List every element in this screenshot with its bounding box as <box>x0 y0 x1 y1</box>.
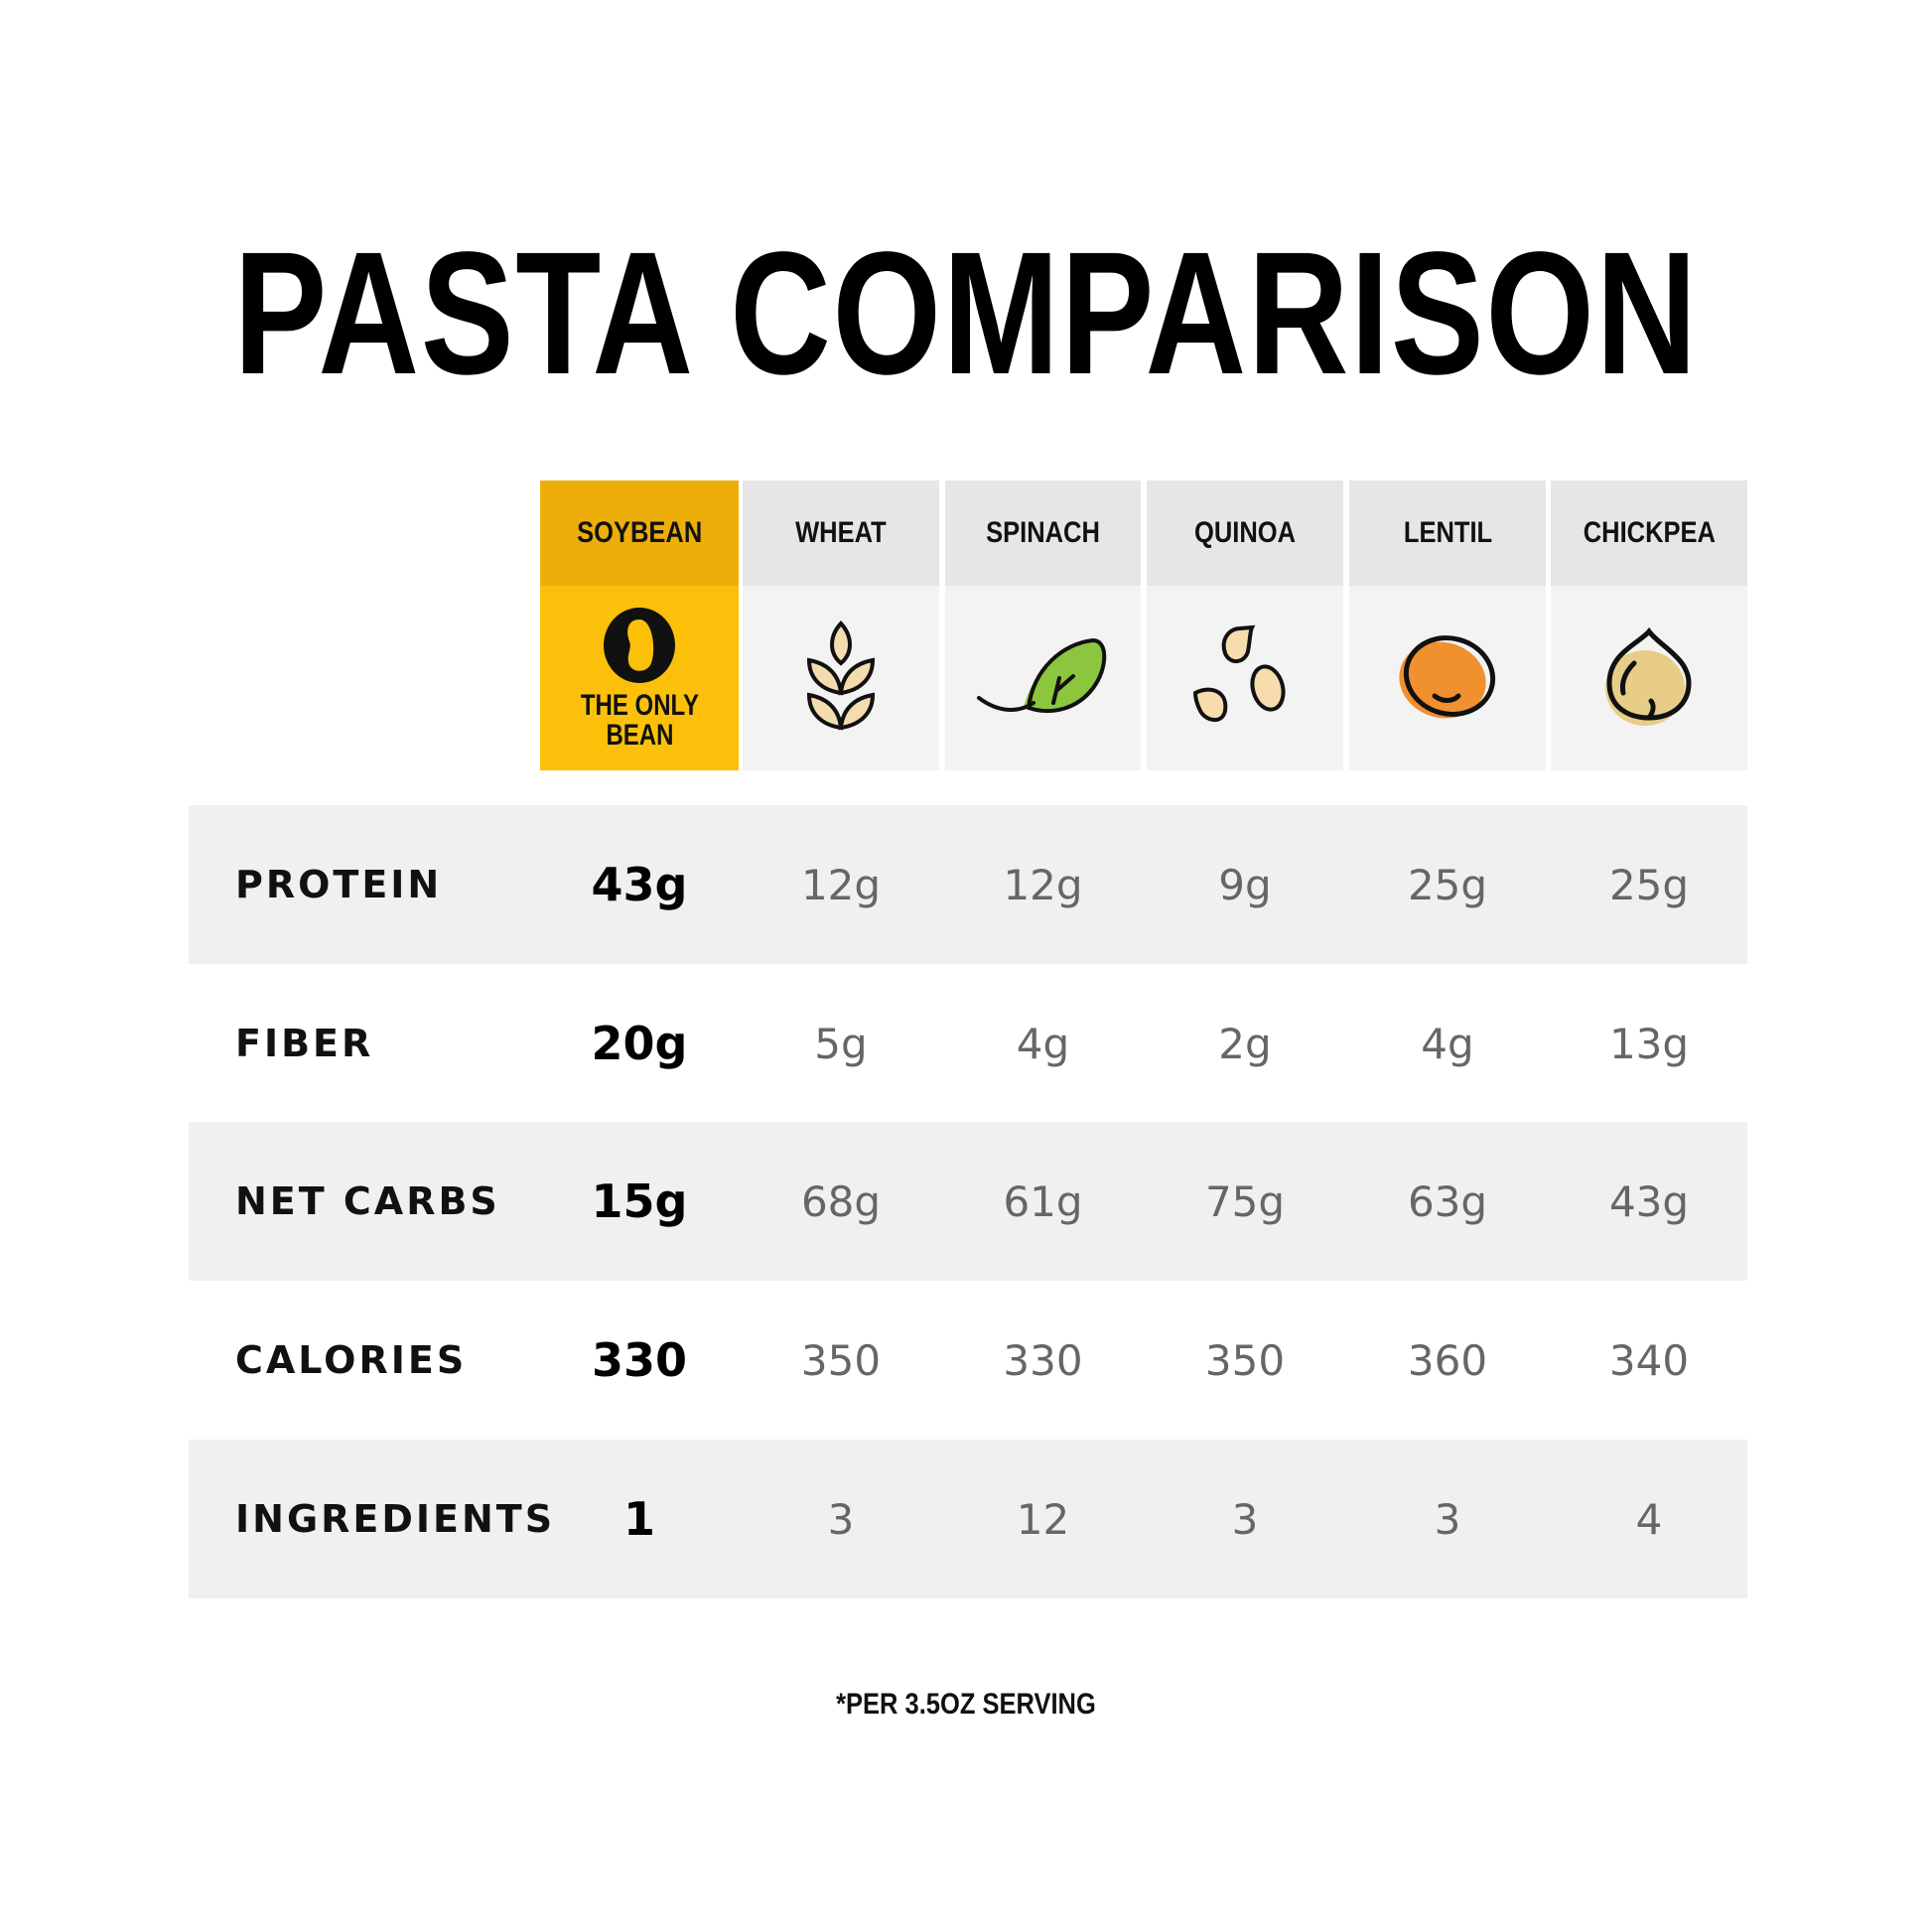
column-label: SPINACH <box>945 481 1141 586</box>
row-net-carbs: NET CARBS 15g 68g 61g 75g 63g 43g <box>189 1122 1747 1281</box>
column-label: WHEAT <box>743 481 939 586</box>
value-soybean: 1 <box>622 1492 655 1546</box>
value-wheat: 5g <box>814 1019 868 1068</box>
value-lentil: 4g <box>1421 1019 1474 1068</box>
brand-tagline: THE ONLY BEAN <box>580 691 698 751</box>
column-label-text: SOYBEAN <box>576 516 703 549</box>
value-soybean: 15g <box>591 1174 688 1228</box>
row-ingredients: INGREDIENTS 1 3 12 3 3 4 <box>189 1440 1747 1598</box>
row-label: CALORIES <box>235 1338 468 1382</box>
row-calories: CALORIES 330 350 330 350 360 340 <box>189 1281 1747 1440</box>
value-chickpea: 4 <box>1635 1494 1663 1544</box>
column-label: CHICKPEA <box>1551 481 1747 586</box>
chickpea-icon <box>1605 626 1692 726</box>
value-lentil: 360 <box>1407 1335 1488 1385</box>
row-protein: PROTEIN 43g 12g 12g 9g 25g 25g <box>189 805 1747 964</box>
column-soybean: SOYBEAN THE ONLY BEAN <box>540 481 739 770</box>
column-quinoa: QUINOA <box>1147 481 1343 770</box>
value-soybean: 20g <box>591 1017 688 1070</box>
icon-cell <box>1551 586 1747 770</box>
column-label: QUINOA <box>1147 481 1343 586</box>
value-wheat: 3 <box>827 1494 855 1544</box>
value-quinoa: 75g <box>1204 1176 1286 1226</box>
footnote: *PER 3.5OZ SERVING <box>0 1688 1932 1722</box>
value-quinoa: 350 <box>1204 1335 1286 1385</box>
value-chickpea: 340 <box>1608 1335 1690 1385</box>
value-quinoa: 2g <box>1218 1019 1272 1068</box>
row-label: PROTEIN <box>235 863 443 906</box>
icon-cell <box>743 586 939 770</box>
icon-cell <box>1147 586 1343 770</box>
value-quinoa: 9g <box>1218 860 1272 909</box>
value-chickpea: 43g <box>1608 1176 1690 1226</box>
value-spinach: 4g <box>1016 1019 1070 1068</box>
icon-cell <box>945 586 1141 770</box>
column-lentil: LENTIL <box>1349 481 1546 770</box>
value-wheat: 12g <box>800 860 882 909</box>
value-soybean: 330 <box>591 1333 688 1387</box>
value-spinach: 12 <box>1016 1494 1070 1544</box>
lentil-icon <box>1399 635 1496 719</box>
page-title: PASTA COMPARISON <box>0 226 1932 401</box>
column-chickpea: CHICKPEA <box>1551 481 1747 770</box>
value-chickpea: 25g <box>1608 860 1690 909</box>
value-lentil: 3 <box>1434 1494 1461 1544</box>
value-lentil: 25g <box>1407 860 1488 909</box>
value-wheat: 350 <box>800 1335 882 1385</box>
spinach-leaf-icon <box>976 637 1106 714</box>
value-spinach: 12g <box>1003 860 1083 909</box>
column-label-text: QUINOA <box>1194 516 1296 549</box>
tagline-line2: BEAN <box>605 719 673 752</box>
column-label: LENTIL <box>1349 481 1546 586</box>
column-label: SOYBEAN <box>540 481 739 586</box>
value-lentil: 63g <box>1407 1176 1488 1226</box>
title-text: PASTA COMPARISON <box>233 216 1699 411</box>
row-label: INGREDIENTS <box>235 1497 556 1541</box>
column-spinach: SPINACH <box>945 481 1141 770</box>
column-label-text: LENTIL <box>1403 516 1492 549</box>
column-label-text: CHICKPEA <box>1583 516 1716 549</box>
tagline-line1: THE ONLY <box>580 689 699 722</box>
icon-cell <box>1349 586 1546 770</box>
row-fiber: FIBER 20g 5g 4g 2g 4g 13g <box>189 964 1747 1123</box>
column-label-text: SPINACH <box>986 516 1100 549</box>
row-label: FIBER <box>235 1022 374 1065</box>
value-soybean: 43g <box>591 858 688 911</box>
bean-logo-icon <box>604 608 675 683</box>
brand-logo: THE ONLY BEAN <box>540 586 739 770</box>
column-label-text: WHEAT <box>795 516 887 549</box>
quinoa-seeds-icon <box>1192 624 1286 722</box>
value-spinach: 61g <box>1003 1176 1083 1226</box>
value-wheat: 68g <box>800 1176 882 1226</box>
footnote-text: *PER 3.5OZ SERVING <box>836 1688 1096 1721</box>
value-spinach: 330 <box>1003 1335 1083 1385</box>
value-quinoa: 3 <box>1231 1494 1259 1544</box>
wheat-icon <box>806 621 876 731</box>
column-wheat: WHEAT <box>743 481 939 770</box>
row-label: NET CARBS <box>235 1179 500 1223</box>
value-chickpea: 13g <box>1608 1019 1690 1068</box>
